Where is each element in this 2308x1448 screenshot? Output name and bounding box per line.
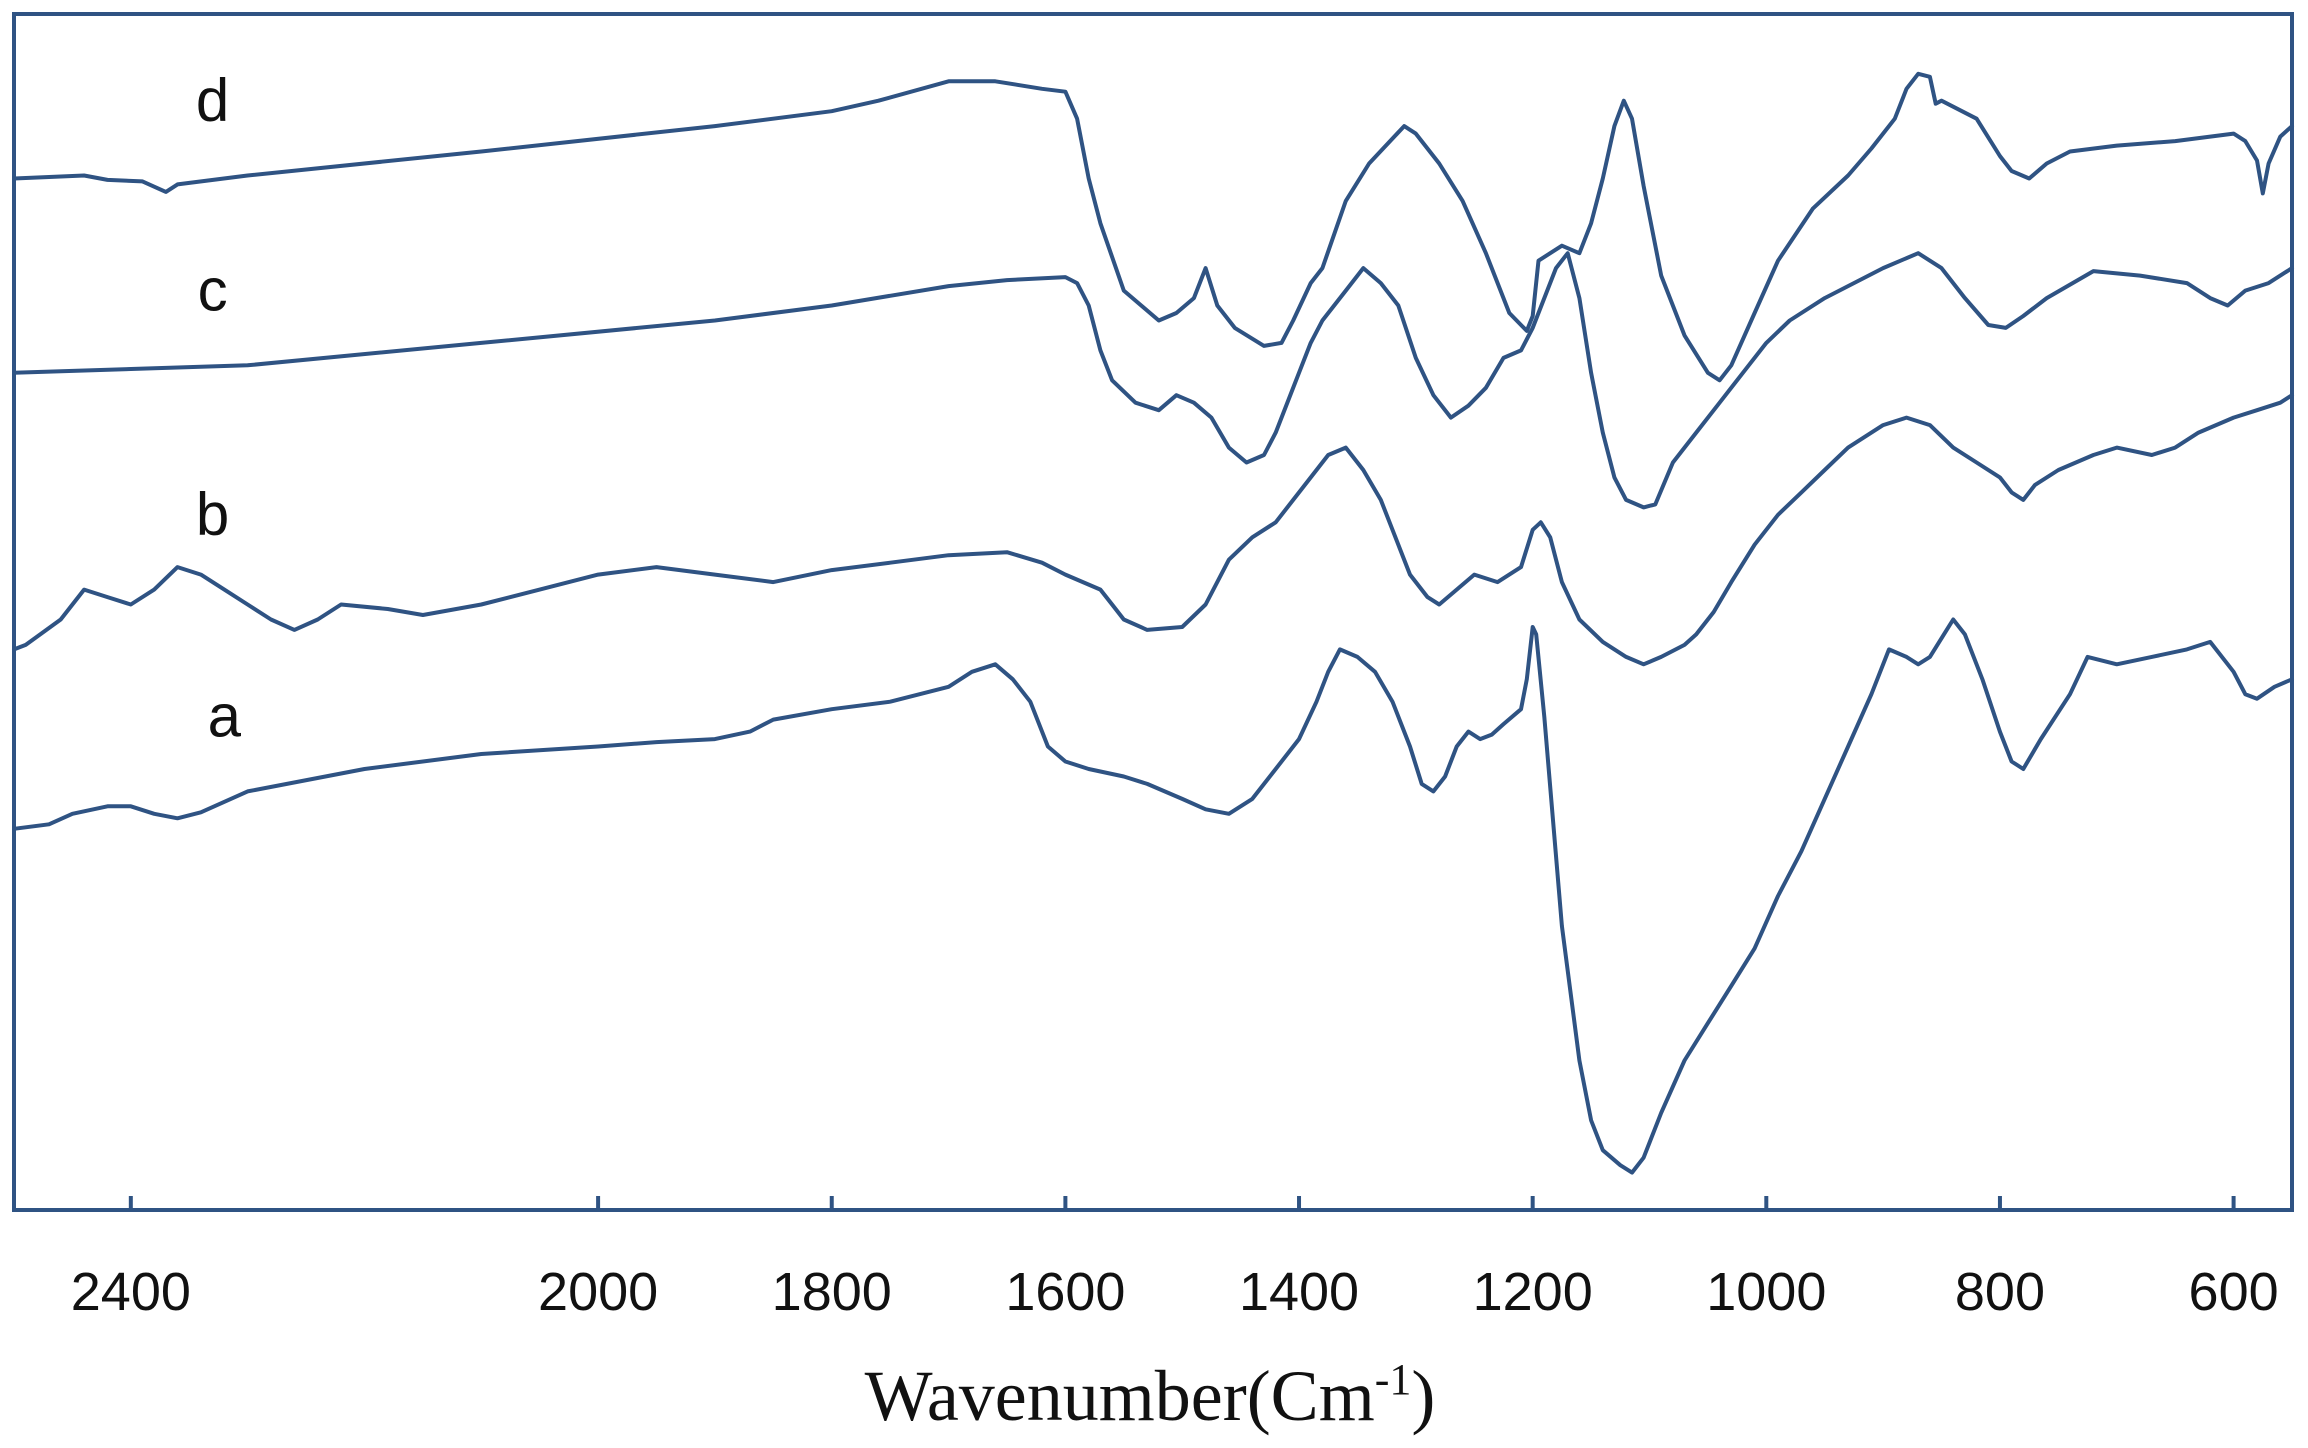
x-tick-label-1600: 1600 [1005,1262,1125,1322]
x-axis-title: Wavenumber(Cm-1) [865,1355,1436,1436]
spectra-traces [12,71,2294,1175]
series-label-c: c [198,256,228,323]
x-tick-label-2400: 2400 [71,1262,191,1322]
x-tick-label-800: 800 [1955,1262,2045,1322]
spectrum-d [12,71,2294,383]
spectrum-b [12,393,2294,667]
x-tick-label-1400: 1400 [1239,1262,1359,1322]
spectrum-c [12,251,2294,510]
plot-frame [12,12,2294,1212]
series-label-d: d [196,66,229,133]
x-tick-label-1000: 1000 [1706,1262,1826,1322]
x-tick-label-1200: 1200 [1473,1262,1593,1322]
x-axis-ticks [128,1196,2236,1210]
x-axis-title-main: Wavenumber(Cm [865,1356,1375,1436]
x-axis-title-close: ) [1411,1356,1435,1436]
x-tick-label-600: 600 [2189,1262,2279,1322]
series-labels: d c b a [196,66,242,749]
series-label-a: a [208,682,242,749]
spectrum-a [12,617,2294,1175]
x-axis-title-sup: -1 [1375,1355,1412,1404]
series-label-b: b [196,481,229,548]
x-axis-tick-labels: 2400 2000 1800 1600 1400 1200 1000 800 600 [71,1262,2279,1322]
x-tick-label-2000: 2000 [538,1262,658,1322]
x-tick-label-1800: 1800 [772,1262,892,1322]
